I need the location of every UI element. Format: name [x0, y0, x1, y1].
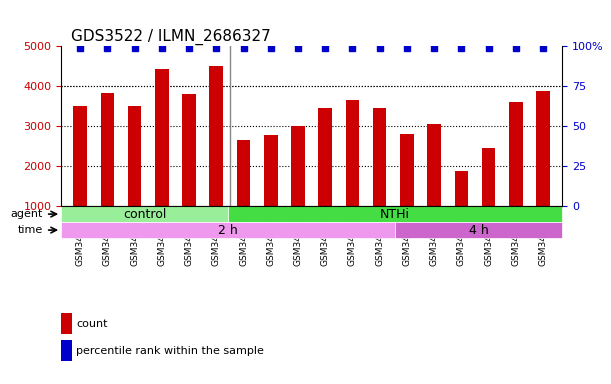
FancyBboxPatch shape: [395, 222, 562, 238]
Bar: [264, 135, 277, 206]
Bar: [455, 171, 468, 206]
Text: count: count: [76, 319, 108, 329]
Text: percentile rank within the sample: percentile rank within the sample: [76, 346, 264, 356]
Text: GDS3522 / ILMN_2686327: GDS3522 / ILMN_2686327: [71, 28, 271, 45]
Text: agent: agent: [10, 209, 43, 219]
Bar: [509, 102, 522, 206]
Bar: [155, 69, 169, 206]
Bar: [101, 93, 114, 206]
Text: NTHi: NTHi: [380, 208, 410, 220]
Bar: [536, 91, 550, 206]
Text: 2 h: 2 h: [218, 223, 238, 237]
Text: time: time: [18, 225, 43, 235]
Bar: [128, 106, 141, 206]
Bar: [482, 148, 496, 206]
Bar: [210, 66, 223, 206]
FancyBboxPatch shape: [61, 222, 395, 238]
FancyBboxPatch shape: [61, 206, 228, 222]
Bar: [182, 94, 196, 206]
Bar: [400, 134, 414, 206]
Bar: [291, 126, 305, 206]
Text: control: control: [123, 208, 166, 220]
Text: 4 h: 4 h: [469, 223, 488, 237]
FancyBboxPatch shape: [228, 206, 562, 222]
Bar: [346, 101, 359, 206]
Bar: [236, 141, 251, 206]
Bar: [427, 124, 441, 206]
Bar: [318, 108, 332, 206]
Bar: [373, 108, 387, 206]
Bar: [73, 106, 87, 206]
